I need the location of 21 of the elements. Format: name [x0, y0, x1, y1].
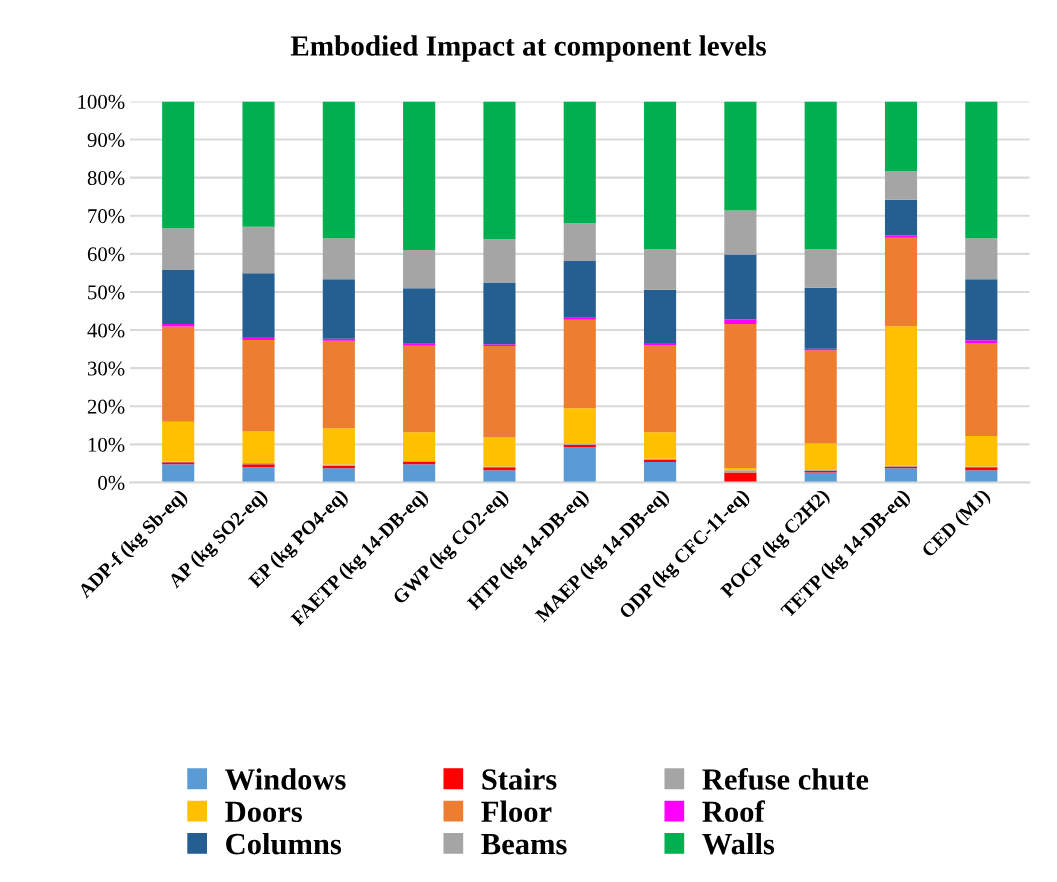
y-tick-label: 90%: [87, 132, 125, 148]
legend-label: Roof: [702, 800, 765, 823]
y-tick-label: 0%: [98, 475, 125, 490]
legend-label: Stairs: [482, 768, 557, 790]
legend-label: Floor: [481, 800, 552, 823]
legend-label: Windows: [225, 768, 346, 790]
y-tick-label: 30%: [87, 361, 125, 376]
y-tick-label: 70%: [88, 209, 125, 224]
y-tick-label: 100%: [78, 94, 125, 109]
legend-label: Columns: [226, 832, 342, 855]
chart-title: Embodied Impact at component levels: [290, 35, 766, 62]
y-tick-label: 80%: [87, 171, 125, 186]
y-tick-label: 20%: [87, 399, 125, 414]
legend-label: Doors: [225, 801, 302, 823]
legend-label: Refuse chute: [702, 768, 869, 790]
legend-label: Walls: [702, 832, 775, 855]
y-tick-label: 40%: [87, 323, 125, 338]
y-tick-label: 50%: [88, 285, 125, 300]
y-tick-label: 10%: [88, 437, 125, 452]
legend-label: Beams: [481, 834, 567, 855]
y-tick-label: 60%: [87, 247, 125, 262]
